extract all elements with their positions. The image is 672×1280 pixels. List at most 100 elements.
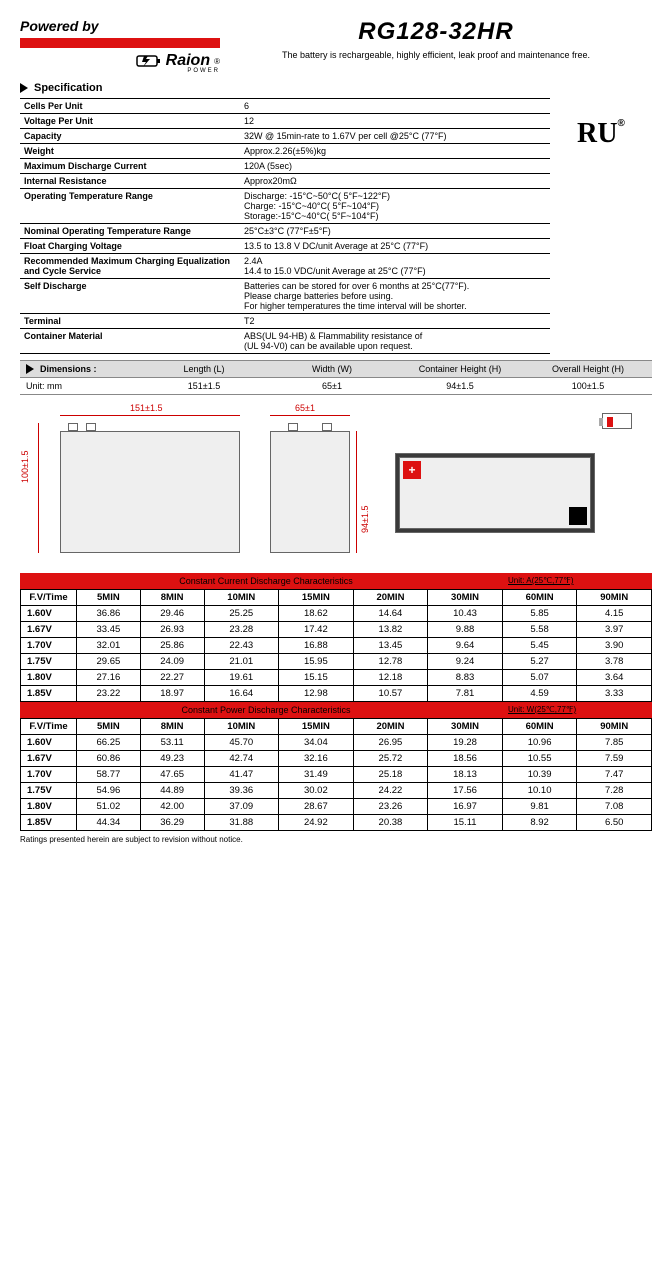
cell: 53.11 bbox=[140, 735, 204, 751]
power-table: F.V/Time5MIN8MIN10MIN15MIN20MIN30MIN60MI… bbox=[20, 718, 652, 831]
col: 8MIN bbox=[140, 590, 204, 606]
cell: 6.50 bbox=[577, 815, 652, 831]
col: 15MIN bbox=[279, 590, 354, 606]
spec-value: 25°C±3°C (77°F±5°F) bbox=[240, 224, 550, 239]
cell: 37.09 bbox=[204, 799, 279, 815]
cell: 4.59 bbox=[502, 686, 577, 702]
cell: 5.58 bbox=[502, 622, 577, 638]
spec-label: Float Charging Voltage bbox=[20, 239, 240, 254]
spec-label: Terminal bbox=[20, 314, 240, 329]
cell: 10.43 bbox=[428, 606, 503, 622]
header: Powered by Raion ® POWER RG128-32HR The … bbox=[20, 18, 652, 74]
cell: 18.97 bbox=[140, 686, 204, 702]
spec-label: Recommended Maximum Charging Equalizatio… bbox=[20, 254, 240, 279]
row-head: 1.60V bbox=[21, 606, 77, 622]
side-view: 65±1 94±1.5 bbox=[260, 403, 375, 563]
brand-sub: POWER bbox=[20, 68, 220, 74]
cell: 7.08 bbox=[577, 799, 652, 815]
cell: 33.45 bbox=[77, 622, 141, 638]
cell: 32.16 bbox=[279, 751, 354, 767]
cell: 18.62 bbox=[279, 606, 354, 622]
spec-value: Batteries can be stored for over 6 month… bbox=[240, 279, 550, 314]
cell: 7.59 bbox=[577, 751, 652, 767]
cell: 3.33 bbox=[577, 686, 652, 702]
cell: 51.02 bbox=[77, 799, 141, 815]
spec-label: Cells Per Unit bbox=[20, 99, 240, 114]
col: 90MIN bbox=[577, 719, 652, 735]
cell: 8.92 bbox=[502, 815, 577, 831]
spec-wrap: Cells Per Unit6Voltage Per Unit12Capacit… bbox=[20, 98, 652, 354]
title-block: RG128-32HR The battery is rechargeable, … bbox=[220, 18, 652, 62]
cell: 31.49 bbox=[279, 767, 354, 783]
cell: 5.07 bbox=[502, 670, 577, 686]
dim-h1: Length (L) bbox=[140, 361, 268, 377]
row-head: 1.70V bbox=[21, 638, 77, 654]
cell: 3.90 bbox=[577, 638, 652, 654]
row-head: 1.80V bbox=[21, 670, 77, 686]
footnote: Ratings presented herein are subject to … bbox=[20, 835, 652, 844]
cell: 29.65 bbox=[77, 654, 141, 670]
drawings: 151±1.5 100±1.5 65±1 94±1.5 + bbox=[20, 403, 652, 563]
spec-value: ABS(UL 94-HB) & Flammability resistance … bbox=[240, 329, 550, 354]
spec-value: 12 bbox=[240, 114, 550, 129]
positive-terminal: + bbox=[403, 461, 421, 479]
spec-value: 120A (5sec) bbox=[240, 159, 550, 174]
row-head: 1.75V bbox=[21, 654, 77, 670]
cell: 39.36 bbox=[204, 783, 279, 799]
cell: 23.28 bbox=[204, 622, 279, 638]
cell: 26.93 bbox=[140, 622, 204, 638]
spec-value: 13.5 to 13.8 V DC/unit Average at 25°C (… bbox=[240, 239, 550, 254]
triangle-icon bbox=[26, 364, 34, 374]
col: 30MIN bbox=[428, 719, 503, 735]
cell: 44.34 bbox=[77, 815, 141, 831]
dim-h2: Width (W) bbox=[268, 361, 396, 377]
col: 90MIN bbox=[577, 590, 652, 606]
model-number: RG128-32HR bbox=[220, 18, 652, 46]
col-head: F.V/Time bbox=[21, 719, 77, 735]
dim-v4: 100±1.5 bbox=[524, 378, 652, 394]
spec-label: Nominal Operating Temperature Range bbox=[20, 224, 240, 239]
current-title-bar: Constant Current Discharge Characteristi… bbox=[20, 573, 652, 589]
col: 10MIN bbox=[204, 719, 279, 735]
red-rule bbox=[20, 38, 220, 48]
spec-value: Discharge: -15°C~50°C( 5°F~122°F) Charge… bbox=[240, 189, 550, 224]
spec-value: Approx.2.26(±5%)kg bbox=[240, 144, 550, 159]
cell: 45.70 bbox=[204, 735, 279, 751]
col: 60MIN bbox=[502, 590, 577, 606]
cell: 7.85 bbox=[577, 735, 652, 751]
cell: 17.56 bbox=[428, 783, 503, 799]
spec-label: Operating Temperature Range bbox=[20, 189, 240, 224]
spec-value: Approx20mΩ bbox=[240, 174, 550, 189]
cell: 5.85 bbox=[502, 606, 577, 622]
cell: 25.72 bbox=[353, 751, 428, 767]
cell: 9.88 bbox=[428, 622, 503, 638]
cell: 25.18 bbox=[353, 767, 428, 783]
cell: 49.23 bbox=[140, 751, 204, 767]
dim-v1: 151±1.5 bbox=[140, 378, 268, 394]
spec-value: T2 bbox=[240, 314, 550, 329]
spec-label: Internal Resistance bbox=[20, 174, 240, 189]
cell: 25.25 bbox=[204, 606, 279, 622]
spec-label: Container Material bbox=[20, 329, 240, 354]
dim-title: Dimensions : bbox=[40, 364, 97, 374]
col: 15MIN bbox=[279, 719, 354, 735]
row-head: 1.70V bbox=[21, 767, 77, 783]
cell: 42.00 bbox=[140, 799, 204, 815]
spec-value: 6 bbox=[240, 99, 550, 114]
cell: 12.98 bbox=[279, 686, 354, 702]
spec-value: 32W @ 15min-rate to 1.67V per cell @25°C… bbox=[240, 129, 550, 144]
spec-value: 2.4A 14.4 to 15.0 VDC/unit Average at 25… bbox=[240, 254, 550, 279]
cell: 10.55 bbox=[502, 751, 577, 767]
cell: 14.64 bbox=[353, 606, 428, 622]
top-view: + bbox=[385, 403, 652, 563]
cell: 15.95 bbox=[279, 654, 354, 670]
cell: 24.92 bbox=[279, 815, 354, 831]
cell: 23.26 bbox=[353, 799, 428, 815]
power-unit: Unit: W(25℃,77℉) bbox=[508, 705, 648, 715]
col: 20MIN bbox=[353, 590, 428, 606]
row-head: 1.80V bbox=[21, 799, 77, 815]
cell: 22.27 bbox=[140, 670, 204, 686]
battery-icon bbox=[136, 53, 162, 69]
cell: 16.97 bbox=[428, 799, 503, 815]
datasheet-page: Powered by Raion ® POWER RG128-32HR The … bbox=[0, 0, 672, 854]
